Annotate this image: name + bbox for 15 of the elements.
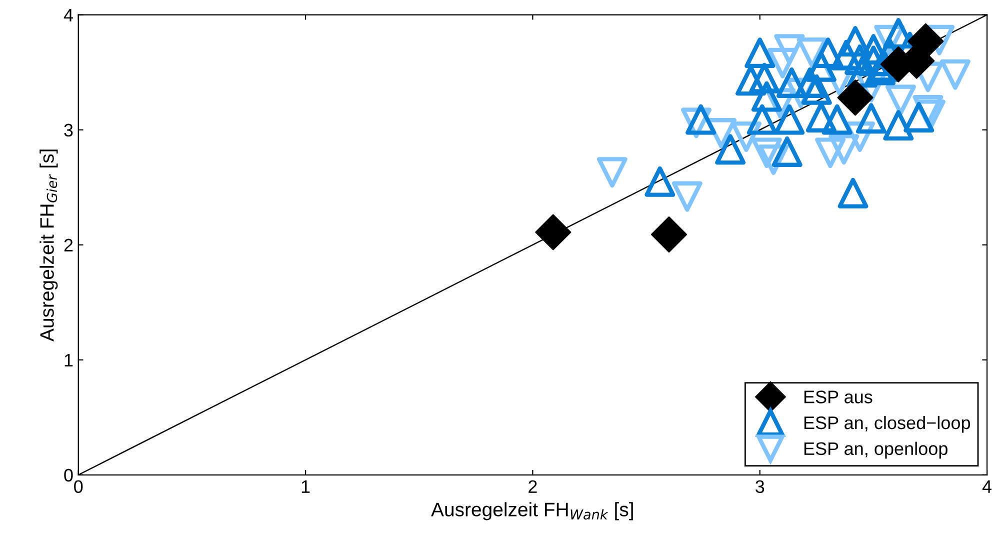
y-tick-label: 1 — [64, 354, 73, 366]
legend-label: ESP aus — [804, 390, 872, 404]
x-tick-label: 0 — [74, 480, 83, 494]
y-tick-label: 3 — [64, 124, 73, 137]
x-tick-label: 4 — [982, 480, 992, 493]
y-tick-label: 0 — [64, 468, 73, 482]
y-axis-title: Ausregelzeit FH$_{Gier}$ [s] — [40, 150, 58, 342]
x-tick-label: 1 — [302, 480, 310, 493]
legend-label: ESP an, closed−loop — [804, 416, 970, 433]
y-tick-label: 4 — [64, 8, 73, 22]
y-tick-label: 2 — [64, 238, 73, 252]
x-tick-label: 2 — [528, 480, 537, 493]
x-tick-label: 3 — [756, 480, 764, 494]
legend-label: ESP an, openloop — [804, 442, 948, 459]
x-axis-title: Ausregelzeit FH$_{Wank}$ [s] — [431, 502, 633, 520]
